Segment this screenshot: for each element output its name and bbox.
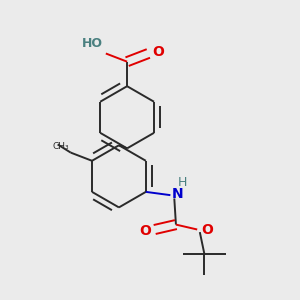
Text: CH₃: CH₃ <box>52 142 69 151</box>
Text: O: O <box>139 224 151 238</box>
Text: H: H <box>178 176 187 189</box>
Text: O: O <box>152 45 164 59</box>
Text: N: N <box>171 188 183 202</box>
Text: HO: HO <box>82 37 103 50</box>
Text: O: O <box>201 223 213 236</box>
